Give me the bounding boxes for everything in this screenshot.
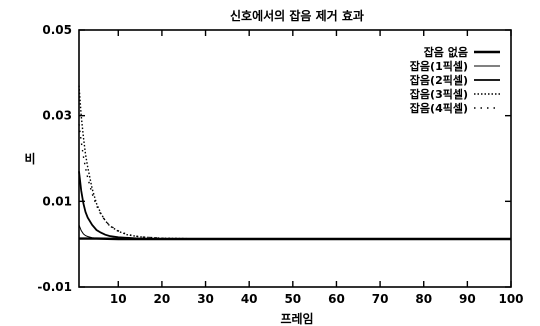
plot-frame [78, 29, 512, 288]
x-tick-label: 90 [459, 292, 476, 306]
x-tick-label: 30 [197, 292, 214, 306]
chart-title: 신호에서의 잡음 제거 효과 [230, 8, 364, 23]
x-tick-label: 40 [241, 292, 258, 306]
series-line-3 [78, 171, 511, 240]
legend-label-5: 잡음(4픽셀) [410, 101, 468, 115]
y-tick-label: 0.01 [42, 194, 72, 208]
series-lines [78, 85, 511, 241]
legend-label-4: 잡음(3픽셀) [410, 87, 468, 101]
y-tick-label: 0.03 [42, 109, 72, 123]
x-tick-label: 70 [372, 292, 389, 306]
y-axis-label: 비 [24, 151, 35, 166]
ticks: 10 20 30 40 50 60 70 80 90 100 -0.01 0.01 0.03 0.05 [37, 23, 523, 306]
legend-label-2: 잡음(1픽셀) [410, 59, 468, 73]
y-tick-label: 0.05 [42, 23, 72, 37]
legend-label-3: 잡음(2픽셀) [410, 73, 468, 87]
legend-label-1: 잡음 없음 [424, 45, 468, 59]
x-tick-label: 50 [284, 292, 301, 306]
x-tick-label: 80 [415, 292, 432, 306]
x-tick-label: 100 [498, 292, 523, 306]
x-axis-label: 프레임 [280, 311, 313, 326]
x-tick-label: 20 [154, 292, 171, 306]
x-tick-label: 60 [328, 292, 345, 306]
y-tick-label: -0.01 [37, 280, 72, 294]
series-line-5 [78, 124, 511, 240]
axes [78, 29, 512, 288]
x-tick-label: 10 [110, 292, 127, 306]
